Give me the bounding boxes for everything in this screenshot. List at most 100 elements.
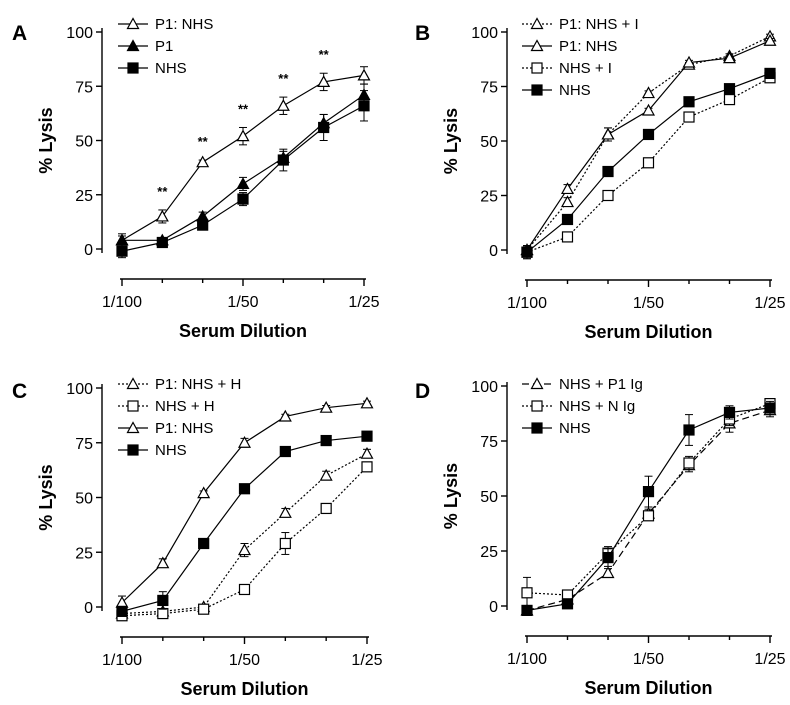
data-point [521, 604, 533, 617]
data-point [116, 245, 128, 257]
y-tick-label: 0 [84, 242, 93, 259]
data-point [358, 100, 370, 112]
y-axis-title: % Lysis [36, 464, 56, 530]
y-tick-label: 100 [66, 381, 93, 398]
y-tick-label: 100 [471, 25, 498, 42]
y-tick-label: 0 [489, 243, 498, 260]
data-point [238, 583, 251, 596]
data-point [602, 551, 614, 564]
y-axis-title: % Lysis [36, 107, 56, 173]
x-tick-label: 1/100 [102, 652, 142, 669]
legend: NHS + P1 Ig NHS + N Ig NHS [522, 376, 643, 437]
series-3 [116, 430, 373, 617]
legend-marker [530, 17, 544, 30]
data-point [641, 86, 656, 99]
legend-label: P1: NHS [155, 16, 213, 33]
y-tick-label: 75 [480, 80, 498, 97]
legend-marker [531, 84, 543, 96]
data-point [196, 155, 210, 168]
x-tick-label: 1/100 [102, 294, 142, 311]
data-point [642, 128, 655, 141]
legend-marker [531, 62, 543, 74]
x-axis-title: Serum Dilution [180, 679, 308, 699]
data-point [278, 409, 292, 422]
x-axis-title: Serum Dilution [584, 678, 712, 698]
data-point [238, 483, 251, 495]
significance-annotation: ** [198, 134, 209, 149]
data-point [276, 99, 290, 111]
data-point [561, 231, 574, 243]
legend-marker [126, 421, 140, 434]
x-axis-title: Serum Dilution [584, 322, 712, 342]
data-point [642, 157, 655, 169]
data-point [521, 587, 533, 599]
legend-marker [127, 62, 139, 74]
y-tick-label: 0 [489, 599, 498, 616]
legend-label: P1: NHS [559, 38, 617, 55]
series-3 [521, 67, 776, 260]
legend: P1: NHS + H NHS + H P1: NHS NHS [118, 376, 241, 459]
legend-marker [127, 400, 139, 412]
data-point [560, 195, 575, 208]
x-tick-label: 1/50 [229, 652, 260, 669]
panel-letter: B [415, 22, 430, 45]
data-point [317, 75, 331, 88]
data-point [279, 445, 291, 458]
data-point [278, 506, 292, 518]
x-tick-label: 1/100 [507, 295, 547, 312]
data-point [764, 402, 776, 414]
data-point [198, 537, 210, 550]
data-point [360, 446, 374, 459]
x-tick-label: 1/50 [633, 295, 664, 312]
data-point [723, 83, 736, 95]
y-tick-label: 50 [75, 491, 93, 508]
data-point [561, 213, 574, 226]
y-tick-label: 50 [480, 134, 498, 151]
data-point [642, 486, 655, 498]
panel-d: D 0 25 50 75 100 1/100 1/50 1/25 Serum Dilution % … [415, 376, 786, 698]
legend-marker [126, 39, 140, 52]
y-tick-label: 50 [480, 489, 498, 506]
data-point [642, 510, 655, 522]
data-point [521, 246, 533, 258]
y-tick-label: 25 [480, 189, 498, 206]
significance-annotation: ** [157, 184, 168, 199]
y-tick-label: 75 [480, 434, 498, 451]
data-point [279, 537, 291, 550]
data-point [156, 556, 170, 569]
legend-label: NHS [155, 442, 187, 459]
data-point [236, 177, 250, 189]
data-point [361, 461, 373, 473]
significance-annotation: ** [238, 101, 249, 116]
data-point [197, 486, 211, 499]
data-point [361, 430, 373, 442]
legend-label: P1: NHS + I [559, 16, 639, 33]
legend-label: NHS + P1 Ig [559, 376, 643, 393]
legend-label: NHS [559, 82, 591, 99]
x-tick-label: 1/50 [227, 294, 258, 311]
x-axis-title: Serum Dilution [179, 321, 307, 341]
x-tick-label: 1/100 [507, 651, 547, 668]
legend-marker [531, 422, 543, 434]
data-point [320, 434, 332, 447]
data-point [602, 189, 614, 202]
data-point [157, 607, 169, 620]
x-tick-label: 1/25 [351, 652, 382, 669]
data-point [683, 457, 695, 469]
legend-label: NHS + H [155, 398, 215, 415]
data-point [277, 154, 289, 166]
data-point [198, 603, 210, 615]
data-point [683, 424, 695, 436]
data-point [560, 182, 575, 195]
legend-marker [126, 377, 140, 390]
panel-letter: C [12, 380, 27, 403]
significance-annotation: ** [319, 47, 330, 62]
data-point [764, 67, 776, 80]
data-point [357, 68, 371, 81]
series-line [121, 74, 365, 241]
y-tick-label: 75 [75, 436, 93, 453]
legend-label: P1: NHS [155, 420, 213, 437]
data-point [602, 165, 614, 178]
data-point [157, 594, 169, 607]
